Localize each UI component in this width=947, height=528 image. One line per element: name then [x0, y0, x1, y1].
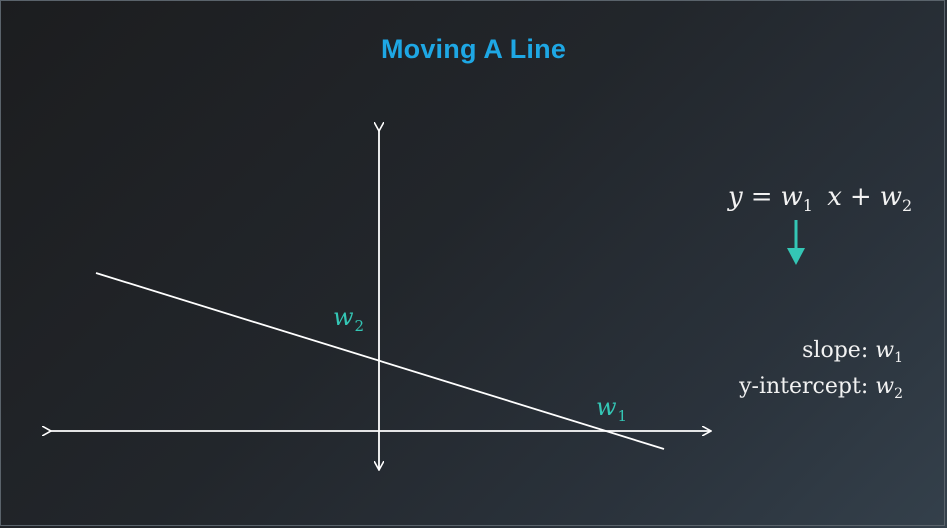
equation-x: x: [827, 182, 842, 212]
down-arrow-icon: [787, 220, 805, 265]
slope-label-var: w: [596, 393, 617, 421]
slope-description-sub: 1: [894, 350, 903, 366]
equation-equals: =: [750, 182, 773, 212]
slide-title: Moving A Line: [380, 34, 567, 64]
slope-description-var: w: [875, 338, 895, 363]
slope-label: w1: [596, 395, 627, 424]
intercept-description: y-intercept: w2: [739, 374, 903, 402]
equation-w1-sub: 1: [802, 196, 813, 215]
intercept-description-label: y-intercept:: [739, 374, 876, 399]
intercept-description-sub: 2: [894, 386, 903, 402]
intercept-description-var: w: [875, 374, 895, 399]
equation-w2-sub: 2: [901, 196, 913, 215]
fitted-line: [95, 272, 665, 450]
equation-plus: +: [849, 182, 872, 212]
slope-description-label: slope:: [802, 338, 876, 363]
equation-y: y: [728, 182, 743, 212]
intercept-label-var: w: [333, 303, 354, 331]
intercept-label: w2: [333, 305, 364, 334]
intercept-label-sub: 2: [354, 317, 365, 335]
slope-description: slope: w1: [802, 338, 903, 366]
line-equation: y = w1 x + w2: [728, 184, 912, 214]
equation-w1: w: [780, 182, 803, 212]
slope-label-sub: 1: [617, 407, 628, 425]
equation-w2: w: [879, 182, 902, 212]
